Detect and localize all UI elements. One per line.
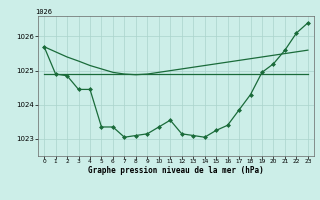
X-axis label: Graphe pression niveau de la mer (hPa): Graphe pression niveau de la mer (hPa) [88, 166, 264, 175]
Text: 1026: 1026 [36, 9, 53, 15]
